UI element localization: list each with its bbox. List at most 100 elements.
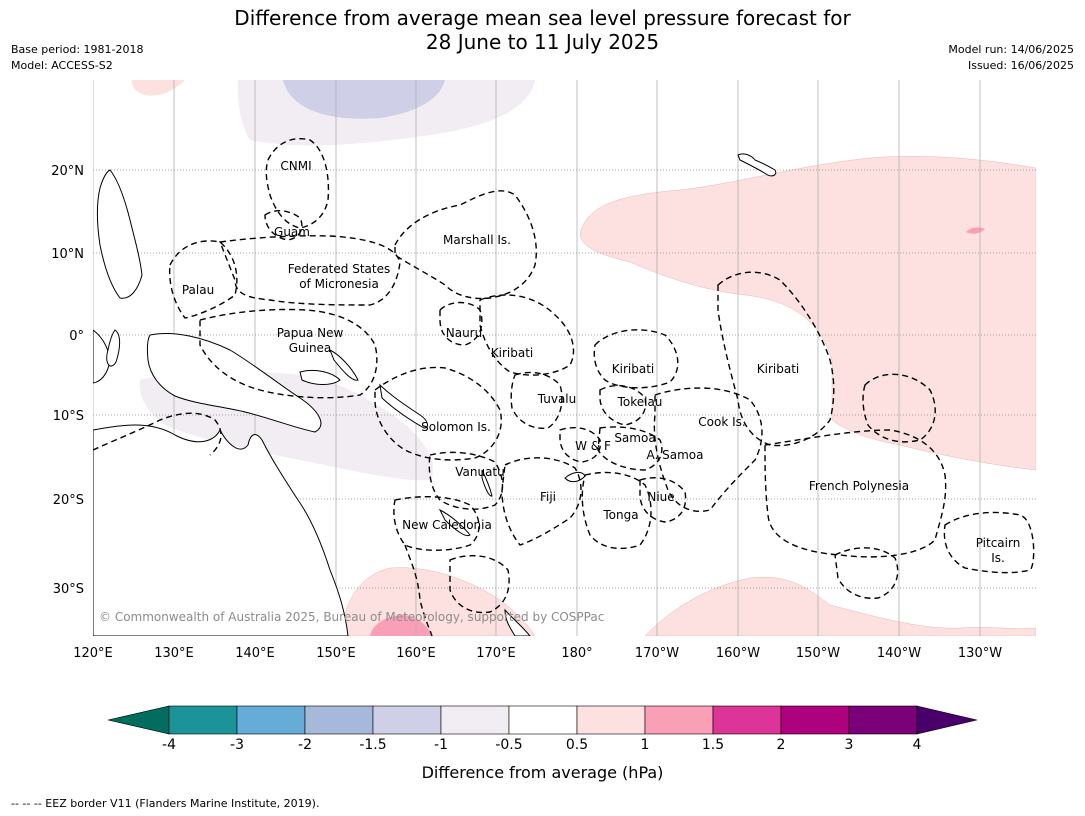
colorbar-tick-label: -4 <box>162 737 176 753</box>
longitude-tick-label: 140°W <box>877 646 921 661</box>
label-png-2: Guinea <box>289 341 332 355</box>
longitude-tick-label: 150°E <box>316 646 356 661</box>
eez-tasman-link <box>404 544 433 636</box>
anomaly-north-negative <box>283 80 445 119</box>
eez-kiribati-gilbert <box>479 294 575 376</box>
label-new-caledonia: New Caledonia <box>402 518 492 532</box>
colorbar-bin <box>440 705 510 735</box>
colorbar-bin <box>236 705 306 735</box>
land-philippines <box>96 169 143 299</box>
eez-pitcairn-sw <box>834 547 899 599</box>
eez-samoa <box>597 426 663 471</box>
colorbar-label: Difference from average (hPa) <box>421 763 664 782</box>
anomaly-positive-east-pacific <box>579 156 1036 471</box>
meta-left: Base period: 1981-2018 Model: ACCESS-S2 <box>11 42 143 74</box>
colorbar-bin <box>576 705 646 735</box>
latitude-tick-label: 20°S <box>53 493 84 508</box>
label-fiji: Fiji <box>540 490 556 504</box>
label-tokelau: Tokelau <box>617 395 663 409</box>
label-french-polynesia: French Polynesia <box>809 479 909 493</box>
longitude-tick-label: 160°E <box>396 646 436 661</box>
land-new-guinea <box>146 332 322 433</box>
colorbar-extend-high <box>916 705 978 735</box>
colorbar-bin <box>304 705 374 735</box>
label-niue: Niue <box>647 490 674 504</box>
eez-palau <box>168 240 238 319</box>
colorbar-tick-label: -0.5 <box>495 737 523 753</box>
eez-footnote: -- -- -- EEZ border V11 (Flanders Marine… <box>11 797 320 810</box>
eez-vanuatu <box>428 451 504 510</box>
colorbar-tick-label: -1.5 <box>359 737 387 753</box>
eez-tokelau <box>599 384 647 426</box>
label-fsm-2: of Micronesia <box>299 277 379 291</box>
label-cnmi: CNMI <box>280 159 311 173</box>
label-wallis-futuna: W & F <box>575 439 611 453</box>
label-kiribati-line: Kiribati <box>757 362 799 376</box>
label-palau: Palau <box>182 283 214 297</box>
label-png-1: Papua New <box>277 326 344 340</box>
label-tuvalu: Tuvalu <box>537 392 577 406</box>
longitude-tick-label: 150°W <box>796 646 840 661</box>
colorbar-bin <box>848 705 918 735</box>
eez-fp-marquesas <box>862 373 936 443</box>
colorbar-bin <box>712 705 782 735</box>
eez-guam <box>264 210 303 241</box>
colorbar-bin <box>168 705 238 735</box>
latitude-labels: 20°N 10°N 0° 10°S 20°S 30°S <box>51 164 84 597</box>
colorbar-bin <box>508 705 578 735</box>
eez-niue <box>639 477 687 523</box>
label-tonga: Tonga <box>602 508 638 522</box>
label-cook: Cook Is. <box>698 415 745 429</box>
land-solomon-islands <box>379 383 428 429</box>
label-pitcairn-2: Is. <box>991 551 1005 565</box>
eez-cook <box>653 387 763 512</box>
colorbar-bin <box>644 705 714 735</box>
map-panel: CNMI Guam Marshall Is. Federated States … <box>93 80 1036 636</box>
anomaly-tasman-core <box>370 615 432 636</box>
longitude-labels: 120°E 130°E 140°E 150°E 160°E 170°E 180° 170°W 1… <box>73 646 1002 661</box>
eez-cnmi <box>265 138 330 229</box>
eez-nauru <box>439 301 483 346</box>
land-new-caledonia <box>438 508 471 537</box>
region-labels: CNMI Guam Marshall Is. Federated States … <box>182 159 1020 565</box>
label-samoa: Samoa <box>614 431 655 445</box>
land-vanuatu <box>481 469 493 497</box>
label-pitcairn-1: Pitcairn <box>976 536 1021 550</box>
colorbar-tick-label: -2 <box>298 737 312 753</box>
latitude-tick-label: 20°N <box>51 164 84 179</box>
eez-solomon <box>374 366 502 461</box>
eez-west-indonesia <box>93 412 222 456</box>
latitude-tick-label: 30°S <box>53 582 84 597</box>
landmasses <box>93 153 777 636</box>
longitude-tick-label: 130°E <box>154 646 194 661</box>
model-run: Model run: 14/06/2025 <box>948 43 1074 56</box>
colorbar-bin <box>372 705 442 735</box>
label-kiribati-phoenix: Kiribati <box>612 362 654 376</box>
issued-date: Issued: 16/06/2025 <box>967 59 1074 72</box>
latitude-tick-label: 10°S <box>53 409 84 424</box>
eez-kiribati-phoenix <box>593 329 679 389</box>
land-new-ireland <box>329 348 359 381</box>
graticule <box>93 80 1036 636</box>
land-sulawesi <box>106 329 121 367</box>
latitude-tick-label: 10°N <box>51 247 84 262</box>
longitude-tick-label: 170°E <box>476 646 516 661</box>
land-hawaii <box>737 153 777 177</box>
eez-french-polynesia <box>764 429 947 558</box>
model-name: Model: ACCESS-S2 <box>11 59 113 72</box>
label-fsm-1: Federated States <box>288 262 390 276</box>
colorbar-tick-label: -3 <box>230 737 244 753</box>
colorbar-tick-label: 4 <box>912 737 922 753</box>
latitude-tick-label: 0° <box>69 329 84 344</box>
eez-fsm <box>219 235 401 306</box>
title-line-1: Difference from average mean sea level p… <box>234 6 851 30</box>
eez-kermadec <box>449 555 510 614</box>
colorbar-tick-label: 1 <box>640 737 650 753</box>
land-new-britain <box>299 369 341 385</box>
eez-kiribati-line <box>717 271 835 447</box>
chart-title: Difference from average mean sea level p… <box>0 6 1085 54</box>
colorbar-tick-label: 2 <box>776 737 786 753</box>
colorbar <box>107 705 978 735</box>
label-guam: Guam <box>274 225 310 239</box>
